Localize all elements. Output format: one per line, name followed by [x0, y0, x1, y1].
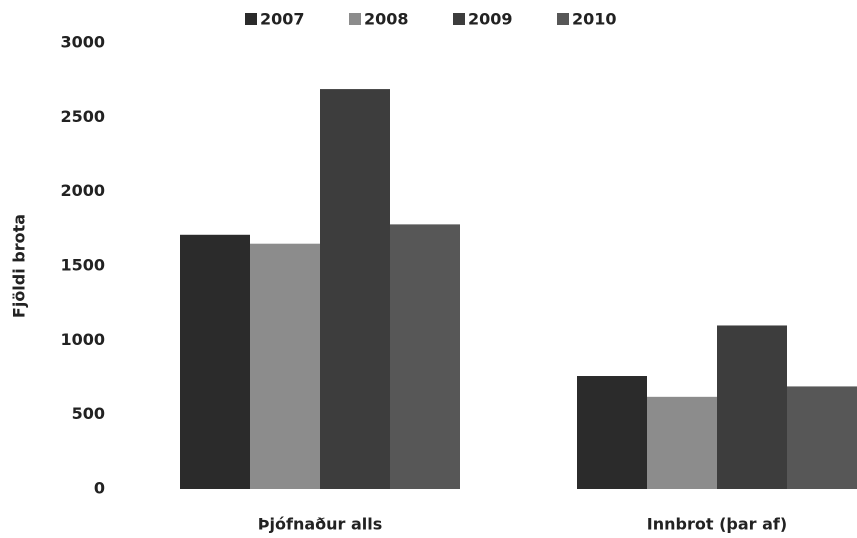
- bar: [577, 376, 647, 489]
- bar: [647, 396, 717, 489]
- legend-swatch: [557, 13, 569, 25]
- y-tick-label: 1500: [60, 256, 105, 275]
- y-tick-label: 0: [94, 479, 105, 498]
- legend-label: 2009: [468, 10, 513, 29]
- x-tick-label: Þjófnaður alls: [258, 515, 383, 534]
- bar: [180, 234, 250, 489]
- legend-label: 2008: [364, 10, 409, 29]
- y-axis-label: Fjöldi brota: [10, 214, 29, 318]
- y-tick-label: 2000: [60, 181, 105, 200]
- bar: [390, 224, 460, 489]
- y-tick-label: 2500: [60, 107, 105, 126]
- legend-swatch: [453, 13, 465, 25]
- legend-swatch: [245, 13, 257, 25]
- legend-label: 2010: [572, 10, 617, 29]
- bar: [787, 386, 857, 489]
- bar: [320, 89, 390, 489]
- legend-swatch: [349, 13, 361, 25]
- y-tick-label: 1000: [60, 330, 105, 349]
- bar: [250, 243, 320, 489]
- legend-label: 2007: [260, 10, 305, 29]
- bar: [717, 325, 787, 489]
- y-tick-label: 3000: [60, 33, 105, 52]
- x-tick-label: Innbrot (þar af): [647, 515, 787, 534]
- y-tick-label: 500: [72, 404, 105, 423]
